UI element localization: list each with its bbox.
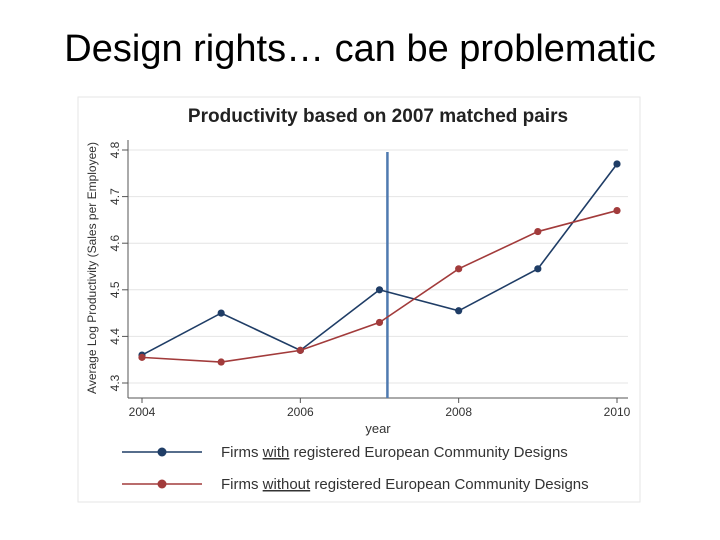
x-tick-label: 2008	[445, 405, 472, 419]
series-1-point	[375, 286, 384, 294]
legend-emphasis: without	[262, 476, 311, 493]
legend-marker-2	[157, 479, 167, 489]
chart-frame	[77, 96, 641, 503]
legend-text-part: Firms	[221, 444, 263, 461]
y-tick-label: 4.8	[108, 141, 122, 158]
series-1-point	[217, 309, 225, 317]
legend-text-part: Firms	[221, 476, 263, 493]
legend-text-part: registered European Community Designs	[289, 444, 567, 461]
y-tick-label: 4.7	[108, 188, 122, 205]
y-axis-label: Average Log Productivity (Sales per Empl…	[85, 142, 99, 394]
legend-text-part: registered European Community Designs	[310, 476, 588, 493]
legend-marker-1	[157, 447, 167, 457]
series-2-point	[296, 346, 304, 354]
y-tick-label: 4.6	[108, 235, 122, 252]
x-tick-label: 2006	[287, 405, 314, 419]
x-tick-label: 2010	[604, 405, 631, 419]
series-2-point	[534, 227, 542, 236]
x-axis-label: year	[365, 421, 391, 436]
series-2-point	[217, 358, 225, 366]
slide-title: Design rights… can be problematic	[64, 28, 656, 70]
x-tick-label: 2004	[129, 405, 156, 419]
series-2-point	[375, 318, 384, 327]
legend-label-2: Firms without registered European Commun…	[221, 476, 589, 493]
series-1-point	[455, 307, 463, 315]
y-tick-label: 4.3	[108, 374, 122, 391]
series-1-point	[534, 265, 542, 273]
series-2-point	[455, 265, 463, 273]
legend-label-1: Firms with registered European Community…	[221, 444, 568, 461]
legend-emphasis: with	[262, 444, 290, 461]
series-2-point	[138, 353, 146, 361]
y-tick-label: 4.4	[108, 328, 122, 345]
series-1-point	[613, 160, 621, 168]
series-2-point	[613, 206, 621, 215]
y-tick-label: 4.5	[108, 281, 122, 298]
chart-title: Productivity based on 2007 matched pairs	[188, 106, 568, 127]
